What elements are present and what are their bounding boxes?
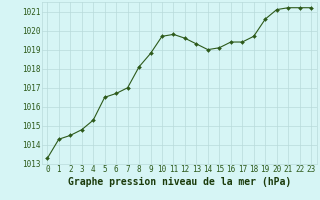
X-axis label: Graphe pression niveau de la mer (hPa): Graphe pression niveau de la mer (hPa) bbox=[68, 177, 291, 187]
